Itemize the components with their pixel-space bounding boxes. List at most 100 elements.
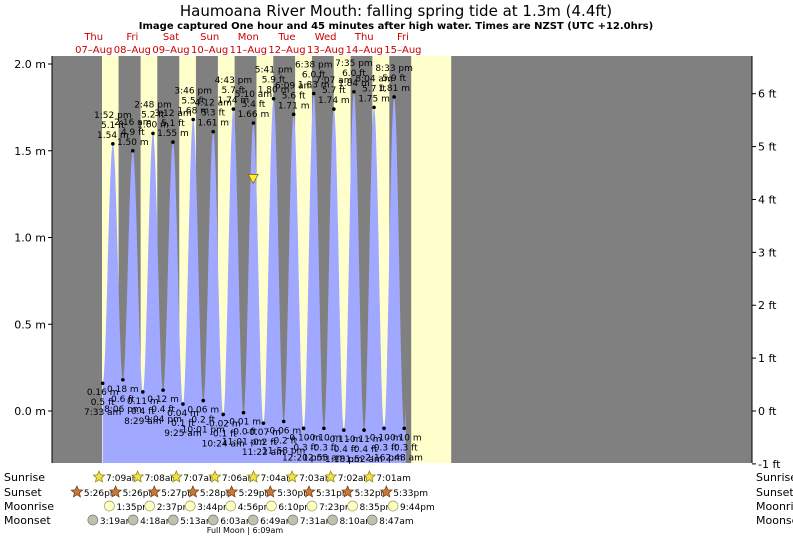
low-tide-time: 2:16 pm <box>365 453 403 463</box>
low-tide-m: -0.02 m <box>206 419 241 429</box>
low-tide-m: 0.04 m <box>167 409 199 419</box>
right-tick-label: 2 ft <box>758 299 777 312</box>
moonrise-icon <box>266 500 277 512</box>
low-tide-ft: -0.3 ft <box>391 443 418 453</box>
moonset-icon <box>87 514 99 526</box>
high-tide-ft: 5.3 ft <box>201 109 225 119</box>
high-tide-m: 1.74 m <box>318 96 350 106</box>
right-tick-label: 0 ft <box>758 405 777 418</box>
low-tide-m: -0.07 m <box>246 428 281 438</box>
high-tide-ft: 5.7 ft <box>322 86 346 96</box>
right-tick-label: 4 ft <box>758 193 777 206</box>
high-tide-ft: 5.7 ft <box>362 84 386 94</box>
tide-curve <box>102 91 406 463</box>
high-tide-m: 1.74 m <box>218 96 250 106</box>
low-tide-m: -0.10 m <box>306 433 341 443</box>
tide-point <box>332 107 336 111</box>
high-tide-ft: 5.6 ft <box>282 91 306 101</box>
day-name-label: Thu <box>83 32 103 43</box>
high-tide-time: 5:41 pm <box>255 66 293 76</box>
sunset-time: 5:32pm <box>355 489 390 499</box>
day-date-label: 08–Aug <box>114 45 151 56</box>
left-tick-label: 2.0 m <box>14 58 46 71</box>
high-tide-m: 1.60 m <box>137 120 169 130</box>
moonrise-icon <box>144 500 156 512</box>
day-date-label: 14–Aug <box>346 45 383 56</box>
high-tide-time: 7:35 pm <box>335 59 373 69</box>
moonrise-icon <box>387 500 399 512</box>
moonset-time: 8:47am <box>379 517 414 527</box>
moonset-row-label-right: Moonset <box>756 514 793 527</box>
sunrise-icon <box>131 470 145 483</box>
day-name-label: Thu <box>354 32 374 43</box>
left-tick-label: 0.0 m <box>14 405 46 418</box>
low-tide-m: 0.16 m <box>87 388 119 398</box>
sunrise-icon <box>92 470 106 483</box>
moonrise-icon <box>184 500 196 512</box>
tide-point <box>131 148 135 153</box>
low-tide-time: 8:29 am <box>124 417 161 427</box>
sunset-time: 5:30pm <box>277 489 312 499</box>
high-tide-ft: 5.5 ft <box>181 97 205 107</box>
moonset-time: 5:13am <box>180 517 215 527</box>
day-date-label: 13–Aug <box>307 45 344 56</box>
day-date-label: 15–Aug <box>384 45 421 56</box>
day-date-label: 07–Aug <box>75 45 112 56</box>
low-tide-time: 11:22 am <box>242 448 285 458</box>
high-tide-ft: 5.9 ft <box>382 74 406 84</box>
tide-labels: 0.16 m0.5 ft7:33 am1:52 pm5.1 ft1.54 m0.… <box>84 59 423 465</box>
low-tide-m: 0.12 m <box>147 395 179 405</box>
moonrise-icon <box>225 500 237 512</box>
high-tide-ft: 5.7 ft <box>222 86 246 96</box>
low-tide-ft: -0.0 ft <box>230 428 257 438</box>
moonrise-time: 7:23pm <box>319 503 354 513</box>
low-tide-ft: 0.2 ft <box>191 416 215 426</box>
tide-point <box>191 117 195 122</box>
tide-point <box>100 381 105 386</box>
low-tide-m: 0.06 m <box>187 406 219 416</box>
low-tide-time: 11:01 pm <box>222 438 265 448</box>
tide-point <box>392 95 396 99</box>
high-tide-time: 6:09 am <box>275 81 312 91</box>
moonset-time: 8:10am <box>340 517 375 527</box>
day-name-label: Mon <box>238 32 259 43</box>
tide-point <box>171 140 175 144</box>
low-tide-ft: 0.1 ft <box>171 419 195 429</box>
high-tide-m: 1.55 m <box>157 129 189 139</box>
left-tick-label: 0.5 m <box>14 318 46 331</box>
tide-point <box>301 426 306 431</box>
moonrise-time: 1:35pm <box>116 503 151 513</box>
tide-point <box>261 421 266 425</box>
day-name-label: Fri <box>397 32 409 43</box>
high-tide-ft: 5.2 ft <box>141 110 165 120</box>
tide-point <box>121 377 125 382</box>
low-tide-m: 0.18 m <box>107 385 139 395</box>
sunset-time: 5:33pm <box>393 489 428 499</box>
axes: 2.0 m 1.5 m 1.0 m 0.5 m 0.0 m 6 ft 5 ft 4 ft 3 f… <box>14 56 781 471</box>
high-tide-time: 8:33 pm <box>375 64 413 74</box>
high-tide-ft: 5.1 ft <box>101 121 125 131</box>
high-tide-ft: 5.4 ft <box>242 100 266 110</box>
low-tide-ft: -0.2 ft <box>250 438 277 448</box>
day-band <box>411 56 452 463</box>
high-tide-m: 1.84 m <box>338 79 370 89</box>
low-tide-time: 9:04 pm <box>144 415 182 425</box>
tide-point <box>201 398 206 403</box>
low-tide-ft: 0.6 ft <box>111 395 135 405</box>
low-tide-m: -0.10 m <box>387 433 422 443</box>
day-name-label: Sun <box>200 32 219 43</box>
moonrise-icon <box>306 500 318 512</box>
tide-point <box>181 402 185 406</box>
high-tide-m: 1.61 m <box>197 119 229 129</box>
high-tide-ft: 6.0 ft <box>342 69 366 79</box>
moonrise-row-label-left: Moonrise <box>4 500 54 513</box>
low-tide-m: -0.01 m <box>226 418 261 428</box>
moonset-row-label-left: Moonset <box>4 514 51 527</box>
moonrise-icon <box>104 500 115 512</box>
sunset-time: 5:29pm <box>239 489 274 499</box>
right-tick-label: 5 ft <box>758 141 777 154</box>
chart-subtitle: Image captured One hour and 45 minutes a… <box>139 21 653 32</box>
low-tide-ft: -0.4 ft <box>330 445 357 455</box>
high-tide-time: 5:10 am <box>235 90 272 100</box>
